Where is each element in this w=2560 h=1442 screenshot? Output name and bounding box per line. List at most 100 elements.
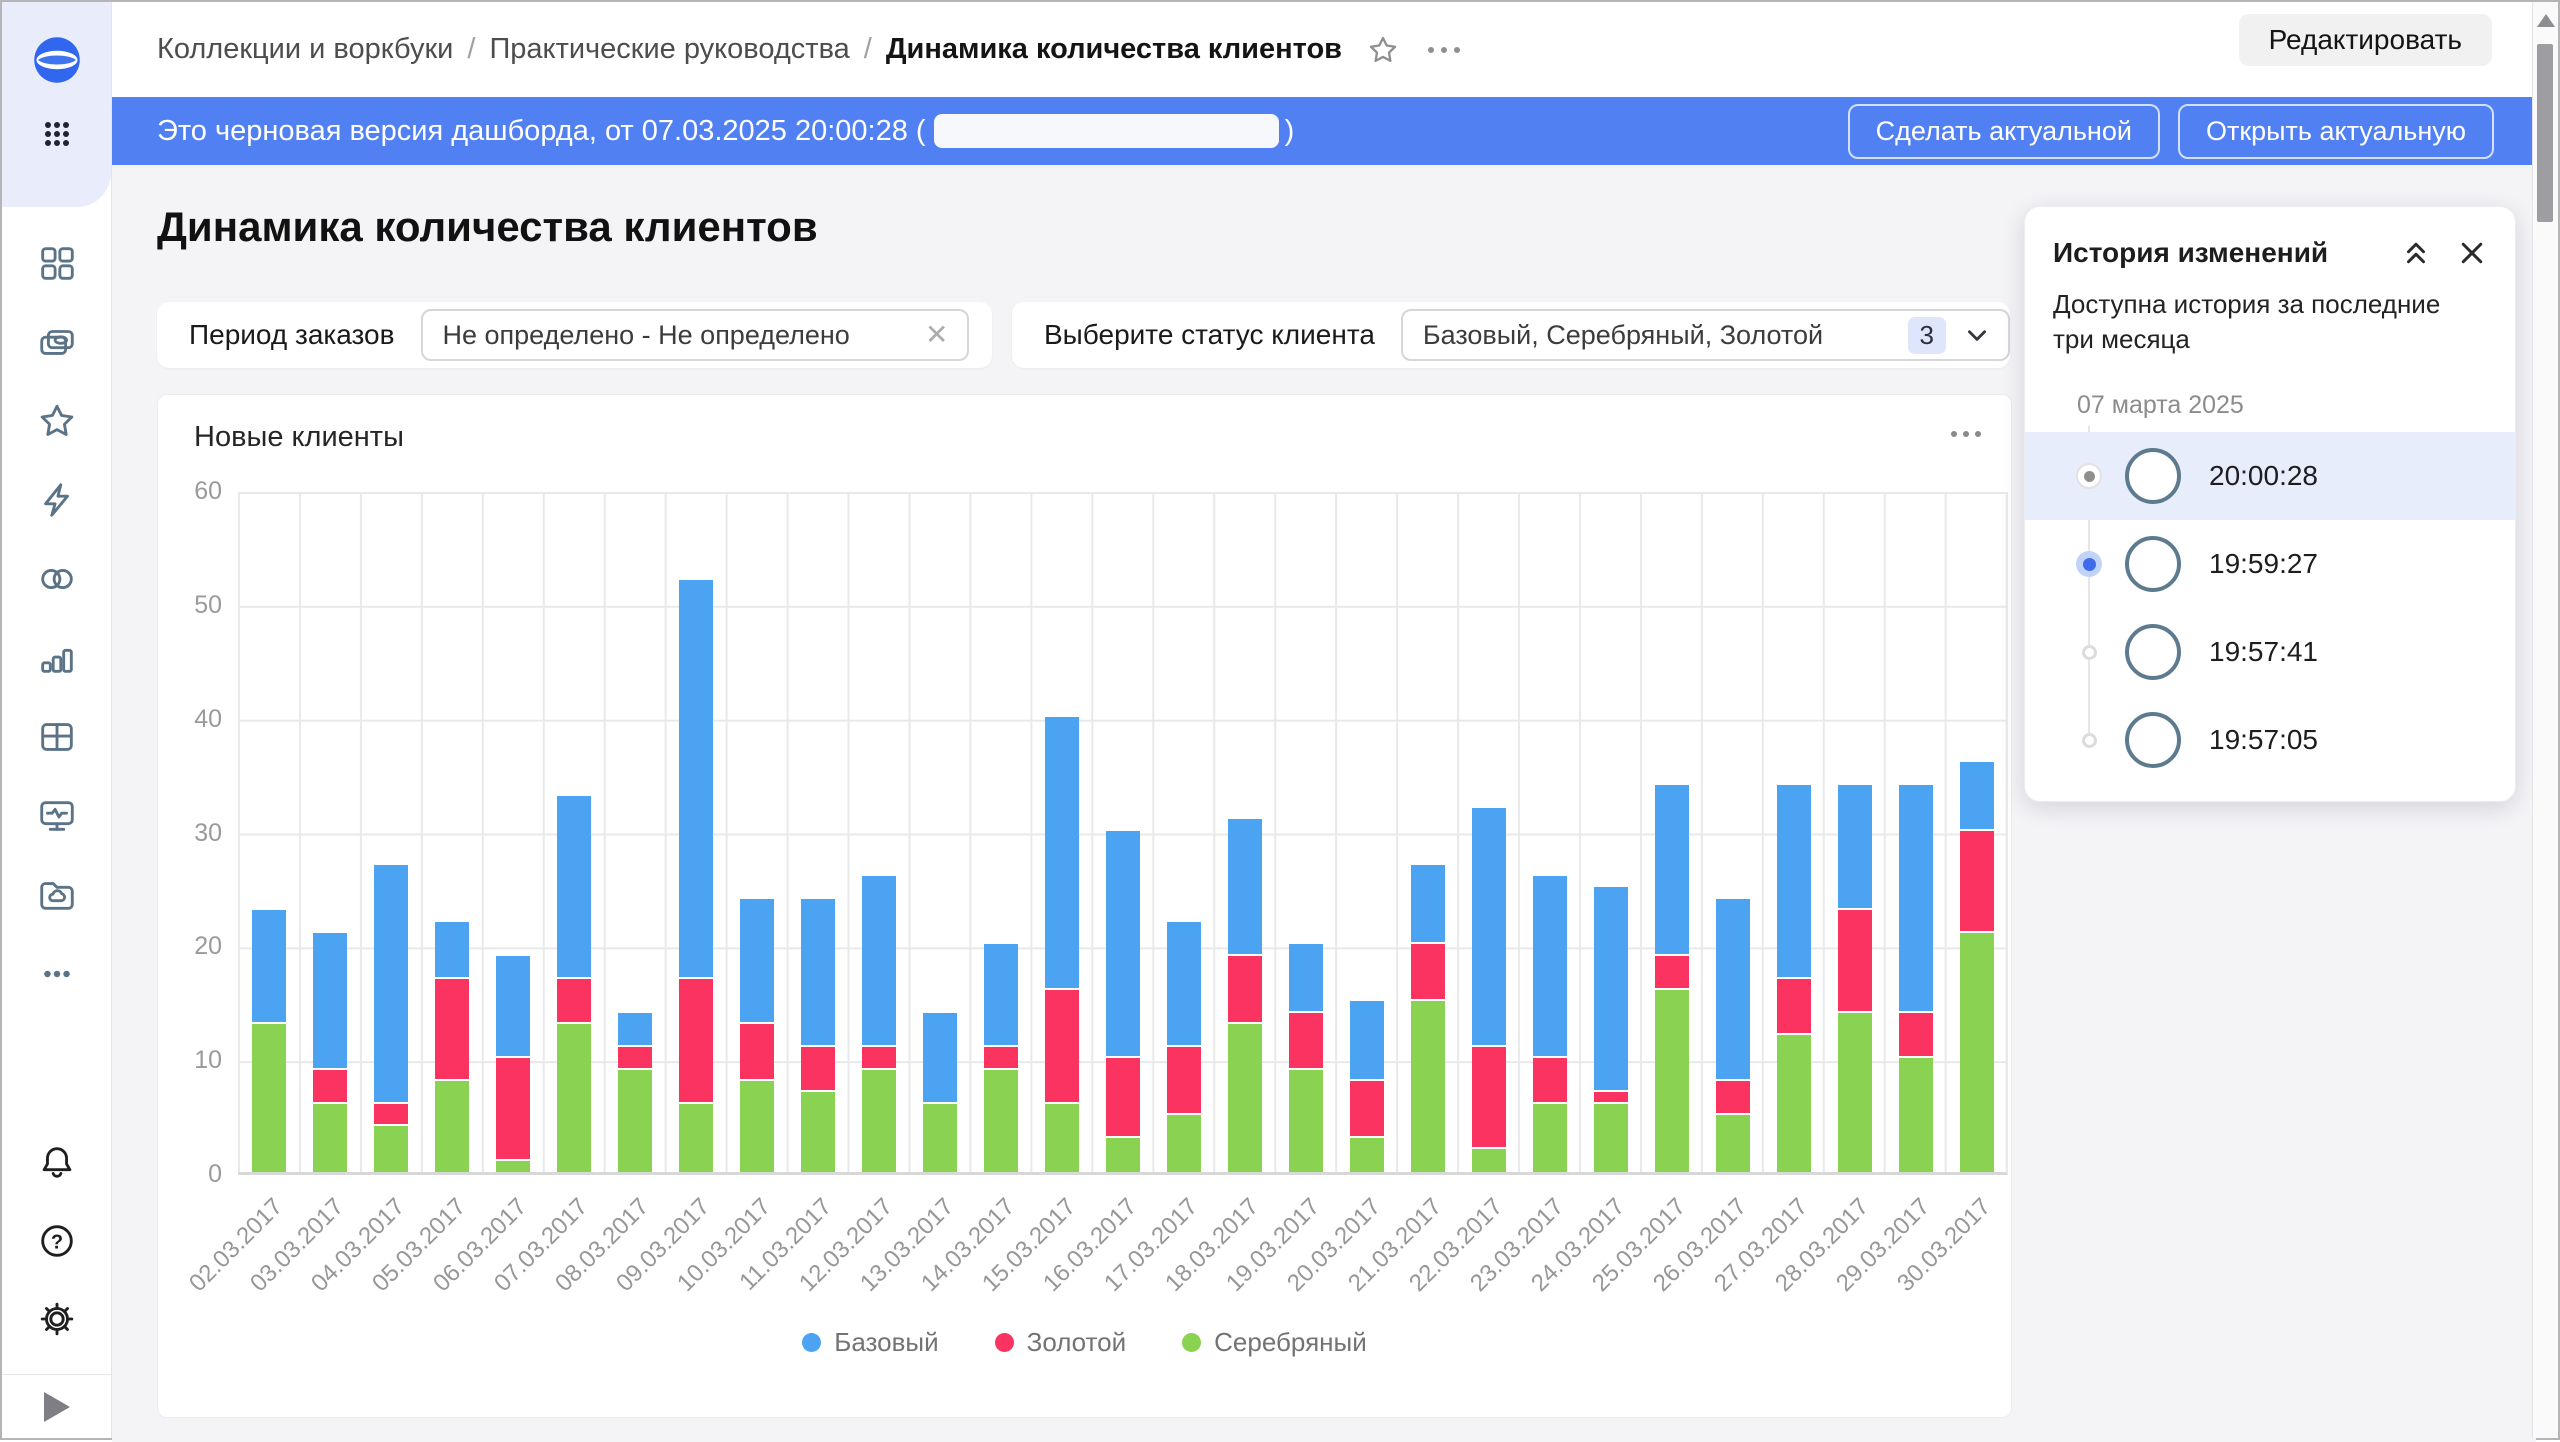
sidebar-item-connections[interactable]: [34, 556, 80, 602]
stacked-bar[interactable]: [1106, 831, 1140, 1172]
stacked-bar[interactable]: [679, 580, 713, 1172]
filter-period-input[interactable]: Не определено - Не определено ✕: [421, 309, 969, 361]
x-tick-label: 10.03.2017: [672, 1193, 777, 1298]
sidebar-item-charts[interactable]: [34, 635, 80, 681]
bar-segment: [1106, 1138, 1140, 1172]
legend-item[interactable]: Серебряный: [1182, 1327, 1367, 1358]
notifications-bell-icon[interactable]: [34, 1140, 80, 1186]
chart-column: [1337, 492, 1398, 1172]
stacked-bar[interactable]: [1472, 808, 1506, 1172]
stacked-bar[interactable]: [1960, 762, 1994, 1172]
timeline-dot[interactable]: [2075, 733, 2103, 748]
scrollbar-up-arrow-icon[interactable]: [2537, 14, 2555, 27]
stacked-bar[interactable]: [1899, 785, 1933, 1172]
stacked-bar[interactable]: [1838, 785, 1872, 1172]
sidebar-item-collections[interactable]: [34, 319, 80, 365]
more-actions-icon[interactable]: [1428, 47, 1460, 53]
stacked-bar[interactable]: [1167, 922, 1201, 1172]
stacked-bar[interactable]: [1045, 717, 1079, 1172]
chart-column: [970, 492, 1031, 1172]
timeline-dot[interactable]: [2075, 463, 2103, 489]
x-tick-label: 06.03.2017: [428, 1193, 533, 1298]
apps-grid-icon[interactable]: [37, 114, 77, 154]
timeline-dot[interactable]: [2075, 551, 2103, 577]
history-item[interactable]: 19:59:27: [2025, 520, 2515, 608]
filter-status-select[interactable]: Базовый, Серебряный, Золотой 3: [1401, 309, 2010, 361]
stacked-bar[interactable]: [1716, 899, 1750, 1172]
edit-button[interactable]: Редактировать: [2239, 14, 2492, 66]
stacked-bar[interactable]: [252, 910, 286, 1172]
stacked-bar[interactable]: [1289, 944, 1323, 1172]
close-icon[interactable]: [2457, 238, 2487, 268]
open-actual-button[interactable]: Открыть актуальную: [2178, 104, 2494, 159]
make-actual-button[interactable]: Сделать актуальной: [1848, 104, 2160, 159]
bar-segment: [1594, 1092, 1628, 1103]
bar-segment: [679, 1104, 713, 1172]
stacked-bar[interactable]: [1411, 865, 1445, 1172]
table-icon: [36, 716, 78, 758]
collapse-icon[interactable]: [2401, 238, 2431, 268]
breadcrumb-item: Динамика количества клиентов: [886, 33, 1342, 66]
stacked-bar[interactable]: [313, 933, 347, 1172]
history-item[interactable]: 19:57:41: [2025, 608, 2515, 696]
chart-menu-icon[interactable]: [1951, 431, 1981, 437]
stacked-bar[interactable]: [740, 899, 774, 1172]
sidebar-item-monitoring[interactable]: [34, 793, 80, 839]
stacked-bar[interactable]: [984, 944, 1018, 1172]
x-tick-label: 27.03.2017: [1709, 1193, 1814, 1298]
stacked-bar[interactable]: [374, 865, 408, 1172]
stacked-bar[interactable]: [1777, 785, 1811, 1172]
stacked-bar[interactable]: [1228, 819, 1262, 1172]
current-dot-icon: [2076, 463, 2102, 489]
stacked-bar[interactable]: [1655, 785, 1689, 1172]
bar-segment: [374, 1104, 408, 1127]
bar-segment: [1594, 887, 1628, 1092]
scrollbar-thumb[interactable]: [2537, 44, 2553, 222]
sidebar-item-more[interactable]: [34, 951, 80, 997]
stacked-bar[interactable]: [1594, 887, 1628, 1172]
bar-segment: [1289, 1070, 1323, 1172]
legend-dot: [802, 1333, 821, 1352]
clear-icon[interactable]: ✕: [925, 321, 948, 349]
stacked-bar[interactable]: [435, 922, 469, 1172]
chart-legend: Базовый Золотой Серебряный: [158, 1327, 2011, 1358]
bar-segment: [1350, 1081, 1384, 1138]
stacked-bar[interactable]: [862, 876, 896, 1172]
expand-sidebar-icon[interactable]: [44, 1392, 70, 1422]
breadcrumb-item[interactable]: Практические руководства: [489, 33, 849, 66]
stacked-bar[interactable]: [1533, 876, 1567, 1172]
x-tick-label: 25.03.2017: [1587, 1193, 1692, 1298]
breadcrumb-item[interactable]: Коллекции и воркбуки: [157, 33, 453, 66]
sidebar-item-actions[interactable]: [34, 477, 80, 523]
bar-segment: [496, 1058, 530, 1160]
legend-item[interactable]: Золотой: [995, 1327, 1127, 1358]
settings-gear-icon[interactable]: [34, 1296, 80, 1342]
legend-item[interactable]: Базовый: [802, 1327, 938, 1358]
plot-area: [238, 492, 2008, 1175]
stacked-bar[interactable]: [1350, 1001, 1384, 1172]
sidebar-item-dashboards[interactable]: [34, 240, 80, 286]
history-item[interactable]: 19:57:05: [2025, 696, 2515, 784]
collections-icon: [36, 321, 78, 363]
timeline-dot[interactable]: [2075, 645, 2103, 660]
history-item[interactable]: 20:00:28: [2025, 432, 2515, 520]
bar-segment: [1777, 979, 1811, 1036]
help-icon[interactable]: ?: [34, 1218, 80, 1264]
stacked-bar[interactable]: [557, 796, 591, 1172]
chart-column: [1825, 492, 1886, 1172]
bar-segment: [252, 910, 286, 1024]
stacked-bar[interactable]: [618, 1013, 652, 1172]
favorite-star-icon[interactable]: [1366, 33, 1400, 67]
stacked-bar[interactable]: [923, 1013, 957, 1172]
stacked-bar[interactable]: [801, 899, 835, 1172]
chart-column: [421, 492, 482, 1172]
datalens-logo-icon[interactable]: [31, 34, 83, 86]
bar-segment: [618, 1070, 652, 1172]
sidebar-item-favorites[interactable]: [34, 398, 80, 444]
sidebar-item-tables[interactable]: [34, 714, 80, 760]
sidebar-item-storage[interactable]: [34, 872, 80, 918]
filter-period-label: Период заказов: [189, 319, 395, 351]
bar-segment: [679, 979, 713, 1104]
page-scrollbar[interactable]: [2532, 2, 2558, 1438]
stacked-bar[interactable]: [496, 956, 530, 1172]
